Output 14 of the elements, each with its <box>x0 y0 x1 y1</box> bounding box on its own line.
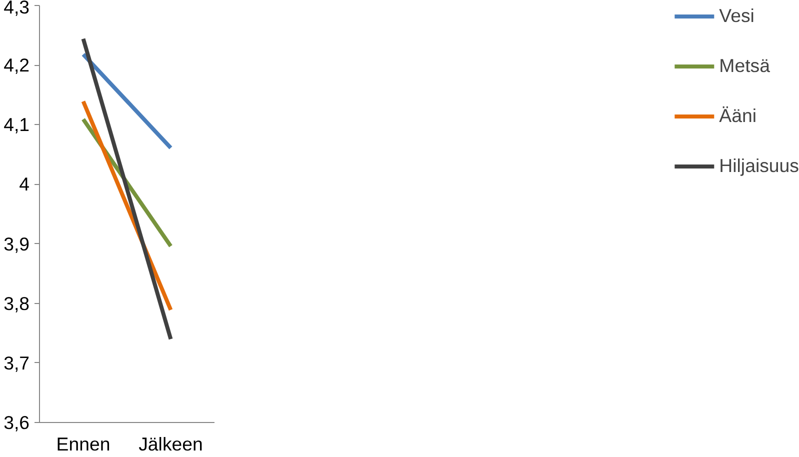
legend-label: Metsä <box>719 55 770 77</box>
y-tick-label: 4,3 <box>4 0 30 18</box>
x-tick-label: Ennen <box>56 434 110 454</box>
y-tick-label: 3,8 <box>4 292 30 314</box>
y-tick-label: 3,6 <box>4 412 30 433</box>
y-tick-label: 4 <box>19 174 30 195</box>
legend-label: Vesi <box>719 5 754 27</box>
y-tick-label: 3,9 <box>4 233 30 254</box>
y-tick-label: 3,7 <box>4 352 30 374</box>
x-tick-label: Jälkeen <box>138 434 203 454</box>
legend-label: Ääni <box>719 105 756 127</box>
legend-label: Hiljaisuus <box>719 155 799 177</box>
y-tick-label: 4,2 <box>4 54 30 76</box>
y-tick-label: 4,1 <box>4 114 30 136</box>
